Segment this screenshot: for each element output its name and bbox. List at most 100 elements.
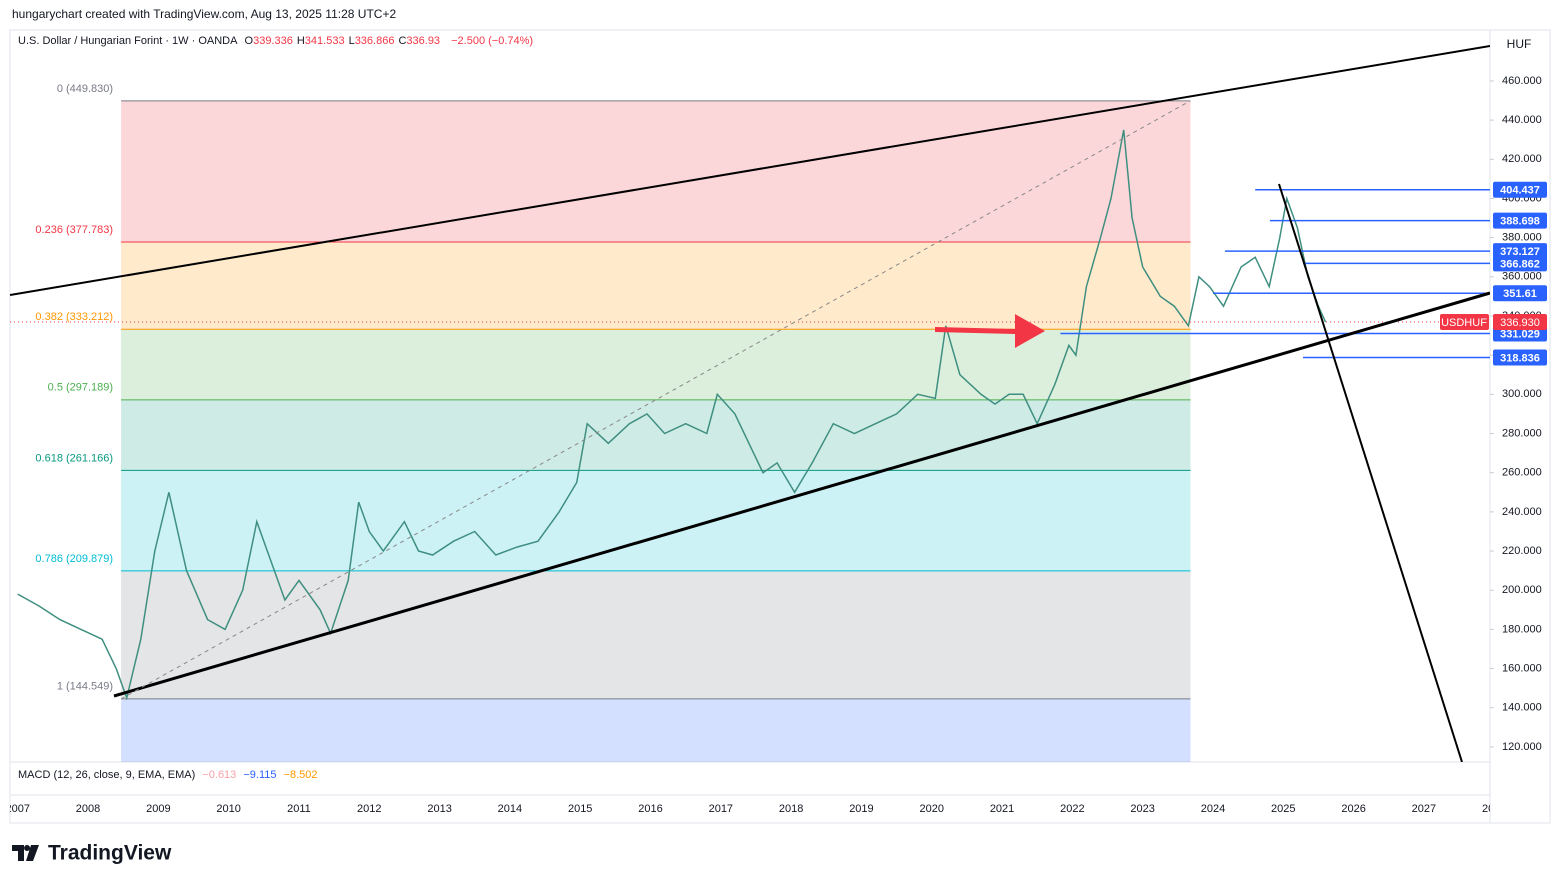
ohlc: O339.336 H341.533 L336.866 C336.93 bbox=[245, 35, 445, 47]
price-tag-label: 373.127 bbox=[1500, 246, 1540, 258]
trend-line bbox=[10, 45, 1490, 296]
fib-retracement: 0 (449.830) 0.236 (377.783) 0.382 (333.212… bbox=[35, 83, 1191, 762]
price-tag bbox=[1493, 212, 1547, 229]
y-tick-label: 300.000 bbox=[1502, 388, 1542, 400]
arrow bbox=[935, 314, 1045, 348]
price-tag bbox=[1493, 255, 1547, 272]
y-tick-label: 420.000 bbox=[1502, 153, 1542, 165]
fib-label: 0.382 (333.212) bbox=[35, 311, 113, 323]
price-tag bbox=[1493, 243, 1547, 260]
fib-label: 0.236 (377.783) bbox=[35, 224, 113, 236]
fib-zone bbox=[121, 399, 1191, 471]
y-tick-label: 140.000 bbox=[1502, 702, 1542, 714]
x-tick-label: 2015 bbox=[568, 803, 592, 815]
ohlc-value: 341.533 bbox=[304, 35, 345, 47]
currency: HUF bbox=[1507, 37, 1532, 51]
x-tick-label: 2018 bbox=[779, 803, 803, 815]
ohlc-key: C bbox=[398, 35, 407, 47]
y-tick-label: 180.000 bbox=[1502, 623, 1542, 635]
symbol: U.S. Dollar / Hungarian Forint · 1W · OA… bbox=[18, 35, 238, 47]
last-price-label: 336.930 bbox=[1500, 317, 1540, 329]
macd-value: −8.502 bbox=[283, 769, 318, 781]
price-tag bbox=[1493, 181, 1547, 198]
fib-label: 0.618 (261.166) bbox=[35, 452, 113, 464]
price-tag-label: 404.437 bbox=[1500, 185, 1540, 197]
x-tick-label: 2010 bbox=[216, 803, 240, 815]
macd-value: −0.613 bbox=[202, 769, 237, 781]
price-tag-label: 388.698 bbox=[1500, 216, 1540, 228]
x-tick-label: 2009 bbox=[146, 803, 170, 815]
y-tick-label: 380.000 bbox=[1502, 232, 1542, 244]
x-tick-label: 2016 bbox=[638, 803, 662, 815]
fib-zone bbox=[121, 241, 1191, 330]
drawings bbox=[10, 45, 1490, 762]
ohlc-key: H bbox=[296, 35, 305, 47]
fib-zone bbox=[121, 329, 1191, 400]
x-tick-label: 2027 bbox=[1412, 803, 1436, 815]
ohlc-key: L bbox=[348, 35, 355, 47]
x-tick-label: 2028 bbox=[1482, 803, 1506, 815]
y-tick-label: 220.000 bbox=[1502, 545, 1542, 557]
price-tag bbox=[1493, 285, 1547, 302]
last-price-tag bbox=[1493, 313, 1547, 330]
ohlc-value: 336.866 bbox=[354, 35, 395, 47]
macd-value: −9.115 bbox=[243, 769, 277, 781]
price-line bbox=[17, 129, 1327, 701]
x-tick-label: 2011 bbox=[287, 803, 311, 815]
x-tick-label: 2013 bbox=[427, 803, 451, 815]
symbol-tag bbox=[1440, 313, 1489, 330]
fib-label: 1 (144.549) bbox=[57, 681, 113, 693]
x-tick-label: 2022 bbox=[1060, 803, 1084, 815]
x-tick-label: 2008 bbox=[76, 803, 100, 815]
x-tick-label: 2025 bbox=[1271, 803, 1295, 815]
y-tick-label: 200.000 bbox=[1502, 584, 1542, 596]
fib-zone bbox=[121, 100, 1191, 242]
logo: TradingView bbox=[12, 842, 172, 865]
price-tag-label: 366.862 bbox=[1500, 258, 1540, 270]
x-tick-label: 2014 bbox=[498, 803, 522, 815]
fib-label: 0 (449.830) bbox=[57, 83, 113, 95]
price-tag-label: 318.836 bbox=[1500, 352, 1540, 364]
x-tick-label: 2026 bbox=[1341, 803, 1365, 815]
x-tick-label: 2023 bbox=[1130, 803, 1154, 815]
fib-zone bbox=[121, 470, 1191, 571]
x-tick-label: 2012 bbox=[357, 803, 381, 815]
x-tick-label: 2007 bbox=[5, 803, 29, 815]
y-tick-label: 360.000 bbox=[1502, 271, 1542, 283]
x-tick-label: 2024 bbox=[1201, 803, 1225, 815]
ohlc-key: O bbox=[244, 35, 254, 47]
x-tick-label: 2020 bbox=[920, 803, 944, 815]
price-tag bbox=[1493, 349, 1547, 366]
legend: U.S. Dollar / Hungarian Forint · 1W · OA… bbox=[18, 35, 537, 47]
trend-line bbox=[1278, 183, 1463, 762]
macd-legend: MACD (12, 26, close, 9, EMA, EMA) −0.613… bbox=[18, 769, 322, 781]
fib-zone bbox=[121, 698, 1191, 762]
x-tick-label: 2019 bbox=[849, 803, 873, 815]
axes: 2007 2008 2009 2010 2011 2012 2013 2014 2015 2016… bbox=[5, 75, 1547, 815]
price-tag-label: 351.61 bbox=[1503, 288, 1537, 300]
y-tick-label: 240.000 bbox=[1502, 506, 1542, 518]
trend-line bbox=[113, 291, 1490, 698]
price-tag-label: 331.029 bbox=[1500, 328, 1540, 340]
fib-zone bbox=[121, 570, 1191, 699]
y-tick-label: 120.000 bbox=[1502, 741, 1542, 753]
fib-label: 0.5 (297.189) bbox=[48, 382, 113, 394]
y-tick-label: 160.000 bbox=[1502, 662, 1542, 674]
frame bbox=[9, 29, 1551, 824]
y-tick-label: 280.000 bbox=[1502, 427, 1542, 439]
symbol-tag-label: USDHUF bbox=[1441, 317, 1487, 329]
x-tick-label: 2021 bbox=[990, 803, 1014, 815]
x-tick-label: 2017 bbox=[709, 803, 733, 815]
y-tick-label: 460.000 bbox=[1502, 75, 1542, 87]
ohlc-value: 339.336 bbox=[253, 35, 293, 47]
fib-label: 0.786 (209.879) bbox=[35, 553, 113, 565]
ohlc-value: 336.93 bbox=[406, 35, 441, 47]
y-tick-label: 440.000 bbox=[1502, 114, 1542, 126]
credit: hungarychart created with TradingView.co… bbox=[12, 7, 397, 21]
y-tick-label: 260.000 bbox=[1502, 467, 1542, 479]
x-axis: 2007 2008 2009 2010 2011 2012 2013 2014 2015 2016… bbox=[5, 803, 1506, 815]
logo-text: TradingView bbox=[48, 842, 172, 865]
change: −2.500 (−0.74%) bbox=[451, 35, 534, 47]
